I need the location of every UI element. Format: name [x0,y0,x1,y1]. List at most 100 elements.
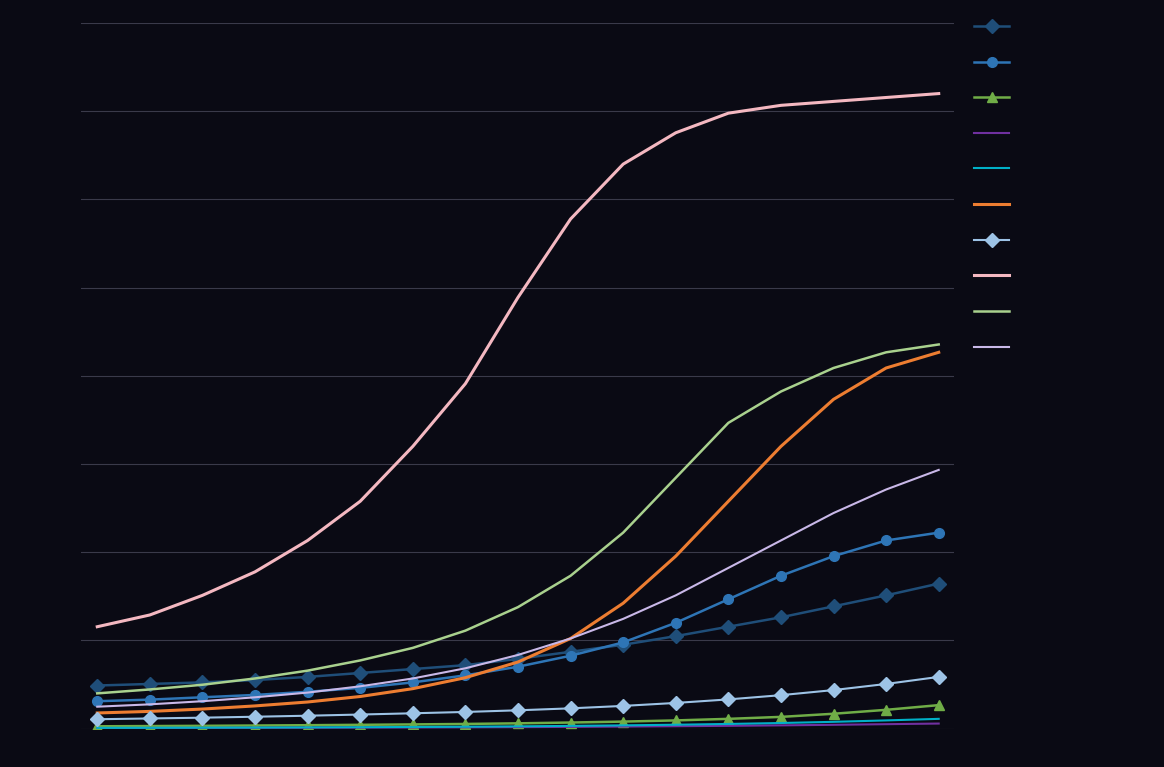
s5 [143,723,157,732]
s5 [931,714,945,723]
s7 [669,698,683,707]
s7 [722,695,736,704]
s10 [353,682,367,691]
Line: s8: s8 [98,94,938,627]
s2 [353,683,367,693]
s5 [248,723,262,732]
s5 [616,721,630,730]
Line: s4: s4 [98,723,938,728]
s5 [353,723,367,732]
s3 [879,705,893,714]
s4 [91,723,105,732]
s3 [248,721,262,730]
s3 [196,721,210,730]
s9 [563,571,577,581]
s8 [353,497,367,506]
s8 [196,591,210,600]
s6 [669,551,683,561]
s4 [406,723,420,732]
s6 [143,707,157,716]
s9 [300,666,314,675]
s10 [300,688,314,697]
s5 [669,720,683,729]
s6 [563,634,577,643]
s1 [931,579,945,588]
s10 [722,563,736,572]
Line: s3: s3 [92,700,944,731]
s8 [300,536,314,545]
s6 [406,684,420,693]
s7 [774,690,788,700]
s6 [353,692,367,701]
Line: s1: s1 [92,579,944,690]
s6 [616,598,630,607]
s1 [774,613,788,622]
s9 [91,689,105,698]
s5 [563,721,577,730]
s2 [91,696,105,706]
s9 [774,387,788,396]
s4 [616,722,630,731]
s6 [248,701,262,710]
s10 [143,700,157,709]
s10 [91,702,105,711]
s3 [300,721,314,730]
s1 [300,673,314,682]
s2 [248,690,262,700]
s4 [826,720,840,729]
s3 [774,713,788,722]
s8 [616,160,630,169]
s9 [826,364,840,373]
s5 [722,719,736,729]
s7 [563,704,577,713]
s4 [722,721,736,730]
s5 [91,723,105,732]
s8 [879,93,893,102]
s10 [563,634,577,643]
s6 [91,709,105,718]
s3 [511,719,525,728]
s10 [248,693,262,702]
s10 [931,466,945,475]
s2 [406,678,420,687]
s3 [353,720,367,729]
s3 [91,722,105,731]
s7 [879,680,893,689]
s4 [196,723,210,732]
s10 [774,536,788,545]
s8 [931,89,945,98]
s4 [459,723,473,732]
s10 [616,614,630,624]
s3 [563,718,577,727]
s1 [143,680,157,689]
s1 [616,640,630,650]
s1 [669,631,683,640]
s1 [826,602,840,611]
s4 [563,723,577,732]
s1 [196,678,210,687]
s2 [722,594,736,604]
s10 [406,674,420,683]
s1 [459,660,473,670]
Line: s9: s9 [98,344,938,693]
s9 [669,473,683,482]
s5 [406,723,420,732]
s6 [196,704,210,713]
s2 [196,693,210,702]
s1 [91,681,105,690]
s7 [196,713,210,723]
s8 [563,215,577,224]
s1 [722,622,736,631]
s7 [353,710,367,719]
s8 [774,100,788,110]
s5 [879,716,893,725]
s9 [931,340,945,349]
Line: s7: s7 [92,672,944,724]
s4 [931,719,945,728]
s2 [563,651,577,660]
Line: s6: s6 [98,352,938,713]
s6 [300,697,314,706]
s6 [722,497,736,506]
s8 [91,622,105,631]
s3 [826,709,840,719]
